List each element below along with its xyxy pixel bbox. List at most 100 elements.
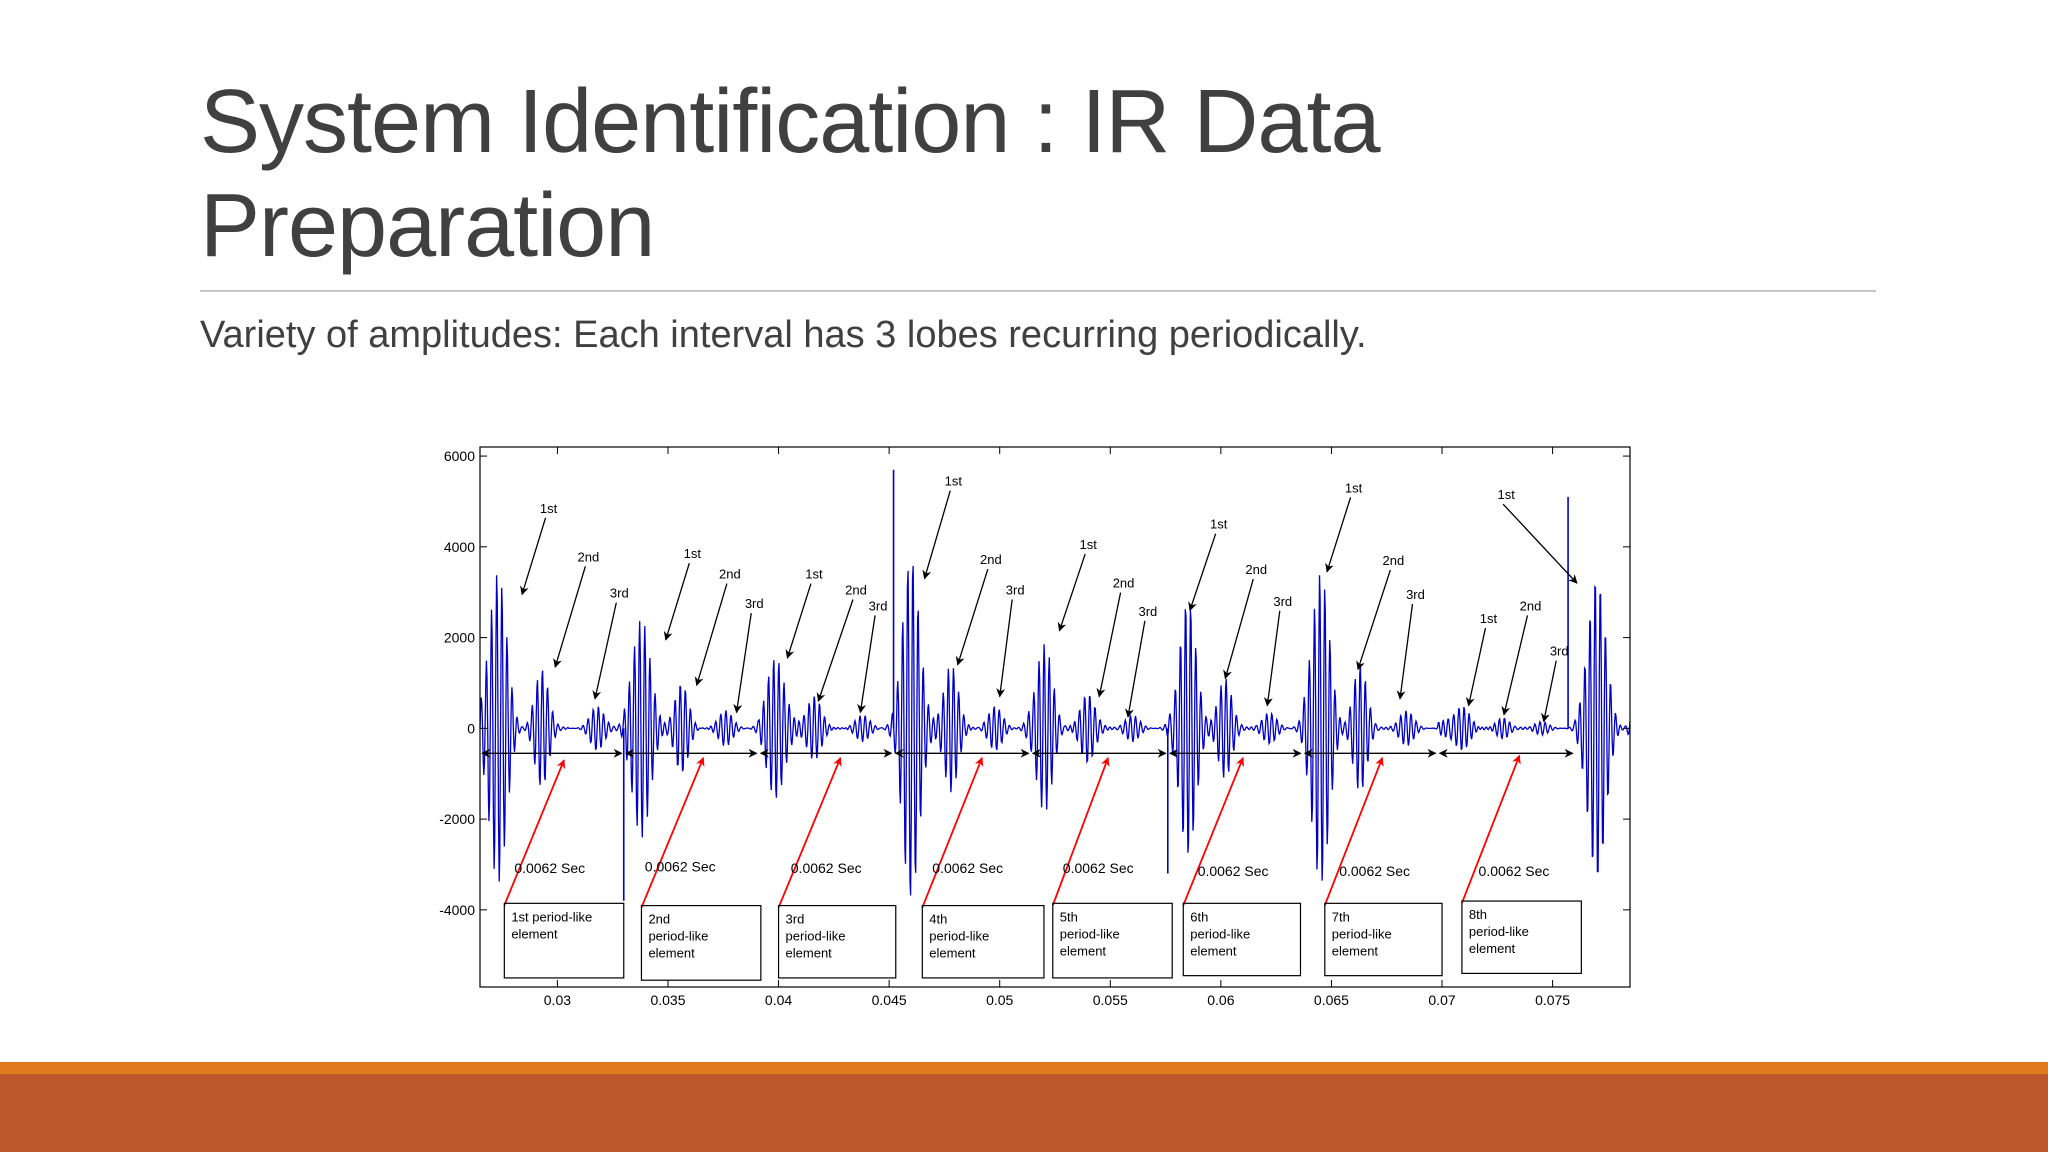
element-label-line: element bbox=[929, 946, 976, 961]
footer-band bbox=[0, 1074, 2048, 1152]
x-tick-label: 0.06 bbox=[1207, 992, 1234, 1008]
lobe-arrow bbox=[592, 602, 617, 700]
element-label-line: 5th bbox=[1060, 909, 1078, 924]
element-label-line: period-like bbox=[929, 929, 989, 944]
lobe-label: 3rd bbox=[745, 596, 764, 611]
x-tick-label: 0.045 bbox=[872, 992, 907, 1008]
interval-duration-label: 0.0062 Sec bbox=[1479, 863, 1550, 879]
lobe-label: 3rd bbox=[1273, 594, 1292, 609]
lobe-label: 2nd bbox=[1383, 553, 1405, 568]
interval-duration-label: 0.0062 Sec bbox=[932, 860, 1003, 876]
lobe-arrow bbox=[1540, 660, 1557, 723]
interval-duration-label: 0.0062 Sec bbox=[1198, 863, 1269, 879]
element-label-line: element bbox=[648, 946, 695, 961]
lobe-arrow bbox=[520, 517, 547, 596]
axes-layer: 0.03 0.035 0.04 0.045 0.05 0.055 0.06 0.065 0.07… bbox=[439, 446, 1631, 1008]
lobe-arrow bbox=[1124, 620, 1146, 718]
lobe-arrow bbox=[553, 566, 586, 668]
slide-title-line2: Preparation bbox=[200, 176, 655, 276]
lobe-label: 3rd bbox=[1550, 644, 1569, 659]
x-tick-label: 0.04 bbox=[765, 992, 792, 1008]
interval-duration-label: 0.0062 Sec bbox=[514, 860, 585, 876]
element-label: 4th period-like element bbox=[929, 912, 989, 961]
slide-title: System Identification : IR Data Preparat… bbox=[200, 70, 1900, 278]
lobe-label: 2nd bbox=[1245, 562, 1267, 577]
lobe-arrow bbox=[1057, 553, 1086, 632]
interval-duration-label: 0.0062 Sec bbox=[1339, 863, 1410, 879]
element-label: 1st period-like element bbox=[511, 909, 592, 941]
title-divider bbox=[200, 290, 1876, 292]
lobe-arrow bbox=[1263, 610, 1281, 707]
lobe-label: 1st bbox=[945, 474, 963, 489]
element-label-line: 4th bbox=[929, 912, 947, 927]
lobe-label: 1st bbox=[1497, 487, 1515, 502]
lobe-arrow bbox=[1096, 592, 1122, 698]
lobe-arrow bbox=[1465, 627, 1487, 707]
lobe-label: 2nd bbox=[1520, 598, 1542, 613]
lobe-arrow bbox=[857, 615, 876, 714]
element-label-box bbox=[921, 904, 1045, 979]
element-label: 8th period-like element bbox=[1469, 907, 1529, 956]
lobe-label: 3rd bbox=[1406, 587, 1425, 602]
lobe-label: 1st bbox=[1345, 480, 1363, 495]
element-label-line: 3rd bbox=[786, 912, 805, 927]
element-label-box bbox=[1461, 900, 1582, 974]
lobe-label: 3rd bbox=[610, 586, 629, 601]
element-label: 5th period-like element bbox=[1060, 909, 1120, 958]
element-label-line: period-like bbox=[1060, 926, 1120, 941]
y-tick-label: 6000 bbox=[444, 448, 475, 464]
lobe-arrow bbox=[955, 568, 989, 666]
annotation-layer: 1st2nd3rd1st2nd3rd1st2nd3rd1st2nd3rd1st2… bbox=[481, 474, 1582, 981]
interval-red-arrow bbox=[777, 757, 842, 908]
lobe-arrow bbox=[694, 583, 728, 687]
interval-red-arrow bbox=[503, 759, 566, 906]
element-label-line: period-like bbox=[1332, 926, 1392, 941]
x-tick-label: 0.055 bbox=[1093, 992, 1128, 1008]
element-label: 3rd period-like element bbox=[786, 912, 846, 961]
lobe-label: 2nd bbox=[1113, 576, 1135, 591]
element-label-line: 6th bbox=[1190, 909, 1208, 924]
lobe-label: 2nd bbox=[845, 582, 867, 597]
x-tick-label: 0.065 bbox=[1314, 992, 1349, 1008]
element-label-line: element bbox=[1469, 941, 1516, 956]
lobe-arrow bbox=[733, 612, 752, 714]
element-label: 7th period-like element bbox=[1332, 909, 1392, 958]
lobe-arrow bbox=[922, 490, 951, 580]
lobe-arrow bbox=[785, 583, 812, 659]
interval-red-arrow bbox=[921, 757, 984, 908]
lobe-arrow bbox=[1501, 615, 1529, 716]
lobe-label: 3rd bbox=[869, 598, 888, 613]
element-label-line: period-like bbox=[1190, 926, 1250, 941]
interval-red-arrow bbox=[1051, 756, 1110, 906]
element-label-box bbox=[640, 904, 762, 981]
lobe-label: 3rd bbox=[1006, 582, 1025, 597]
lobe-label: 1st bbox=[1080, 537, 1098, 552]
element-label-line: period-like bbox=[1469, 924, 1529, 939]
slide-subtitle: Variety of amplitudes: Each interval has… bbox=[200, 314, 1367, 356]
element-label-line: element bbox=[786, 946, 833, 961]
lobe-arrow bbox=[1356, 569, 1391, 671]
y-tick-label: 0 bbox=[467, 720, 475, 736]
element-label-box bbox=[1052, 902, 1173, 979]
element-label-line: element bbox=[511, 926, 558, 941]
element-label-line: 1st period-like bbox=[511, 909, 592, 924]
element-label-line: element bbox=[1332, 943, 1379, 958]
element-label-line: period-like bbox=[648, 929, 708, 944]
lobe-label: 1st bbox=[684, 546, 702, 561]
lobe-label: 2nd bbox=[578, 549, 600, 564]
element-label: 2nd period-like element bbox=[648, 912, 708, 961]
interval-red-arrow bbox=[1182, 757, 1245, 906]
element-label-box bbox=[1182, 902, 1302, 977]
lobe-label: 1st bbox=[805, 567, 823, 582]
y-tick-label: -4000 bbox=[439, 902, 475, 918]
x-tick-label: 0.07 bbox=[1428, 992, 1455, 1008]
signal-layer bbox=[479, 469, 1631, 901]
lobe-arrow bbox=[996, 599, 1013, 698]
x-tick-label: 0.05 bbox=[986, 992, 1013, 1008]
lobe-label: 1st bbox=[1210, 517, 1228, 532]
axes-frame bbox=[479, 446, 1631, 988]
element-label-box bbox=[1324, 902, 1443, 977]
x-tick-label: 0.035 bbox=[650, 992, 685, 1008]
lobe-label: 2nd bbox=[980, 552, 1002, 567]
